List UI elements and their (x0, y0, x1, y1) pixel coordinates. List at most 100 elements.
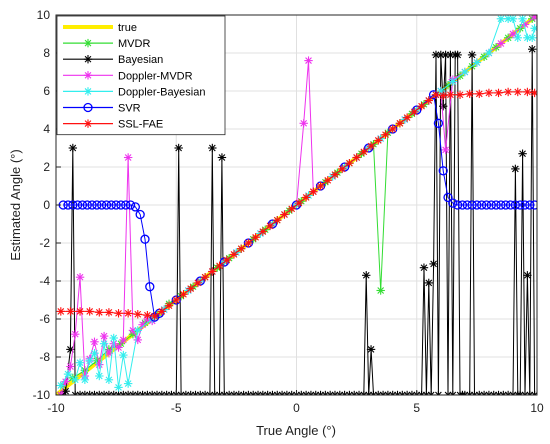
data-point-doppler-mvdr (99, 331, 109, 341)
data-point-svr (101, 200, 112, 210)
data-point-ssl-fae (157, 307, 167, 316)
x-tick-label: 5 (413, 401, 420, 415)
data-point-ssl-fae (143, 311, 152, 320)
data-point-bayesian (325, 390, 335, 395)
data-point-svr (87, 200, 97, 210)
data-point-bayesian (258, 390, 268, 395)
data-point-bayesian (453, 50, 462, 60)
data-point-bayesian (393, 390, 402, 395)
data-point-ssl-fae (395, 119, 405, 128)
y-tick-label: -6 (39, 312, 50, 326)
data-point-bayesian (527, 45, 537, 54)
data-point-svr (472, 200, 482, 210)
data-point-bayesian (419, 263, 429, 272)
data-point-doppler-mvdr (114, 343, 123, 352)
data-point-doppler-bayesian (133, 326, 142, 335)
data-point-svr (462, 200, 472, 210)
data-point-svr (111, 200, 121, 210)
data-point-bayesian (335, 390, 344, 395)
x-tick-label: -5 (171, 401, 182, 415)
data-point-bayesian (143, 390, 152, 395)
data-point-bayesian (441, 50, 450, 60)
data-point-doppler-bayesian (513, 33, 522, 42)
data-point-svr (135, 209, 145, 220)
data-point-bayesian (234, 390, 243, 395)
data-point-ssl-fae (381, 130, 390, 139)
legend-label-true: true (118, 22, 137, 34)
legend: true MVDR Bayesian Doppler-MVDR Doppler-Baye… (56, 15, 226, 136)
data-point-bayesian (434, 390, 443, 395)
data-point-ssl-fae (352, 153, 361, 162)
data-point-svr (116, 200, 126, 210)
data-point-ssl-fae (236, 244, 246, 253)
data-point-ssl-fae (200, 273, 210, 282)
data-point-bayesian (200, 390, 210, 395)
data-point-bayesian (407, 390, 417, 395)
data-point-svr (92, 200, 102, 210)
data-point-ssl-fae (523, 87, 532, 97)
data-point-svr (97, 200, 107, 210)
data-point-bayesian (525, 390, 534, 395)
data-point-bayesian (174, 143, 183, 153)
data-point-bayesian (515, 390, 525, 395)
data-point-bayesian (75, 390, 85, 395)
data-point-ssl-fae (56, 307, 66, 316)
data-point-bayesian (176, 390, 186, 395)
data-point-bayesian (402, 390, 412, 395)
data-point-svr (130, 202, 141, 212)
series-ssl-fae (56, 87, 537, 321)
data-point-ssl-fae (513, 87, 522, 97)
data-point-bayesian (80, 390, 90, 395)
data-point-bayesian (301, 390, 311, 395)
data-point-bayesian (508, 390, 518, 395)
data-point-ssl-fae (179, 290, 188, 299)
data-point-bayesian (215, 390, 224, 395)
legend-marker-bayesian (83, 55, 93, 64)
legend-label-bayesian: Bayesian (118, 54, 163, 66)
data-point-bayesian (354, 390, 364, 395)
data-point-doppler-mvdr (299, 119, 308, 128)
data-point-bayesian (494, 390, 503, 395)
y-tick-label: -2 (39, 236, 50, 250)
data-point-ssl-fae (503, 87, 513, 97)
data-point-doppler-bayesian (90, 349, 99, 358)
data-point-ssl-fae (265, 221, 275, 231)
data-point-ssl-fae (172, 295, 181, 305)
data-point-svr (481, 200, 492, 210)
data-point-doppler-mvdr (71, 330, 80, 339)
data-point-svr (510, 200, 521, 210)
x-tick-label: 10 (530, 401, 544, 415)
data-point-ssl-fae (215, 261, 224, 270)
data-point-doppler-mvdr (109, 339, 118, 348)
data-point-doppler-bayesian (109, 333, 118, 343)
data-point-bayesian (157, 390, 167, 395)
data-point-ssl-fae (301, 193, 311, 202)
data-point-svr (433, 118, 444, 128)
data-point-ssl-fae (345, 159, 354, 168)
data-point-doppler-mvdr (75, 273, 85, 282)
data-point-svr (491, 200, 501, 210)
data-point-svr (501, 200, 511, 210)
data-point-bayesian (186, 390, 195, 395)
data-point-ssl-fae (417, 102, 426, 111)
data-point-ssl-fae (439, 91, 448, 100)
legend-item-true: true (63, 22, 137, 34)
data-point-svr (125, 200, 136, 210)
data-point-svr (452, 200, 463, 210)
data-point-bayesian (90, 390, 99, 395)
data-point-doppler-bayesian (123, 379, 133, 388)
data-point-svr (457, 200, 468, 210)
data-point-bayesian (366, 345, 376, 354)
data-point-ssl-fae (222, 255, 231, 265)
data-point-ssl-fae (374, 136, 383, 145)
data-point-doppler-bayesian (484, 48, 494, 58)
data-point-bayesian (523, 271, 532, 280)
data-point-doppler-mvdr (123, 153, 133, 162)
data-point-doppler-bayesian (496, 15, 506, 23)
legend-item-ssl-fae: SSL-FAE (63, 119, 163, 131)
x-tick-label: -10 (47, 401, 65, 415)
data-point-bayesian (152, 390, 162, 395)
data-point-ssl-fae (85, 307, 94, 316)
data-point-bayesian (253, 390, 263, 395)
